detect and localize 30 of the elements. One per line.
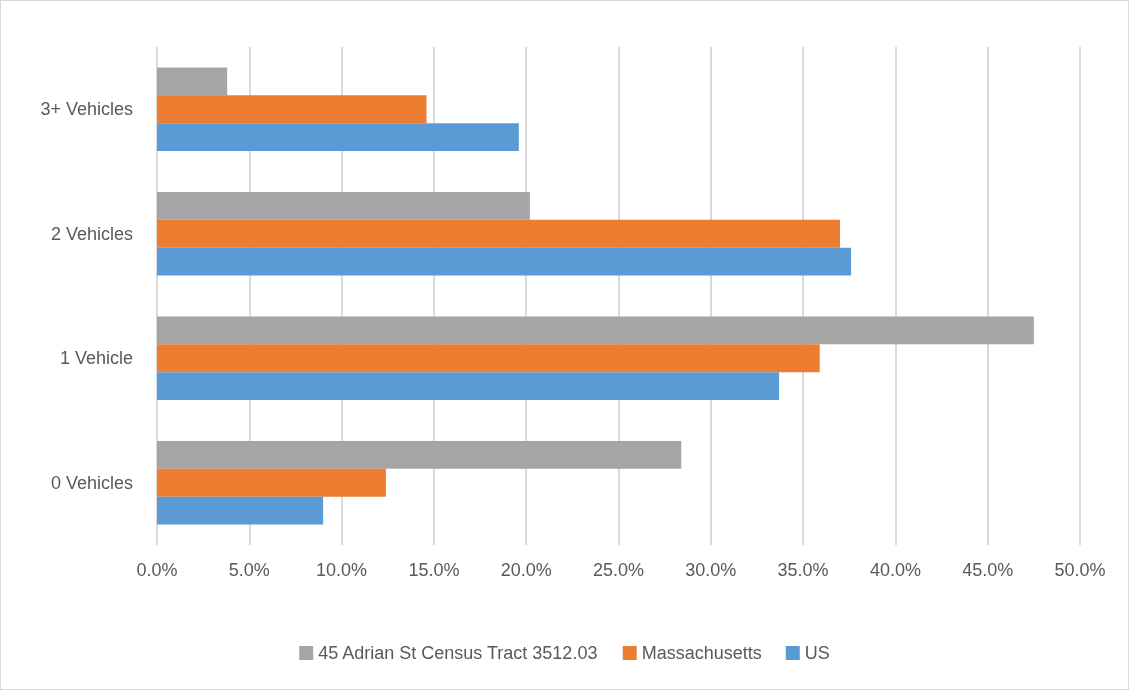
- bar: [157, 496, 324, 525]
- x-tick-label: 50.0%: [1054, 560, 1106, 580]
- x-tick-label: 35.0%: [777, 560, 829, 580]
- x-tick-label: 15.0%: [408, 560, 460, 580]
- x-tick-label: 25.0%: [592, 560, 645, 580]
- x-tick-label: 10.0%: [316, 560, 368, 580]
- x-tick-label: 40.0%: [869, 560, 921, 580]
- bar: [157, 344, 820, 373]
- bar: [157, 316, 1034, 345]
- legend-label: 45 Adrian St Census Tract 3512.03: [318, 643, 598, 663]
- y-tick-label: 0 Vehicles: [50, 472, 133, 493]
- bar: [157, 372, 780, 400]
- x-tick-label: 30.0%: [685, 560, 737, 580]
- x-tick-label: 0.0%: [136, 560, 178, 580]
- bar: [157, 468, 386, 497]
- y-tick-label: 1 Vehicle: [59, 348, 133, 369]
- x-tick-label: 5.0%: [228, 560, 270, 580]
- bar: [157, 67, 228, 96]
- x-tick-label: 45.0%: [962, 560, 1014, 580]
- bar: [157, 95, 427, 124]
- legend-label: US: [804, 643, 830, 663]
- bar: [157, 219, 841, 248]
- bar: [157, 441, 682, 469]
- x-tick-label: 20.0%: [500, 560, 552, 580]
- bar: [157, 123, 519, 151]
- y-tick-label: 2 Vehicles: [50, 223, 133, 244]
- y-tick-label: 3+ Vehicles: [40, 99, 133, 120]
- legend-label: Massachusetts: [641, 643, 762, 663]
- bar: [157, 247, 852, 276]
- bar: [157, 192, 530, 220]
